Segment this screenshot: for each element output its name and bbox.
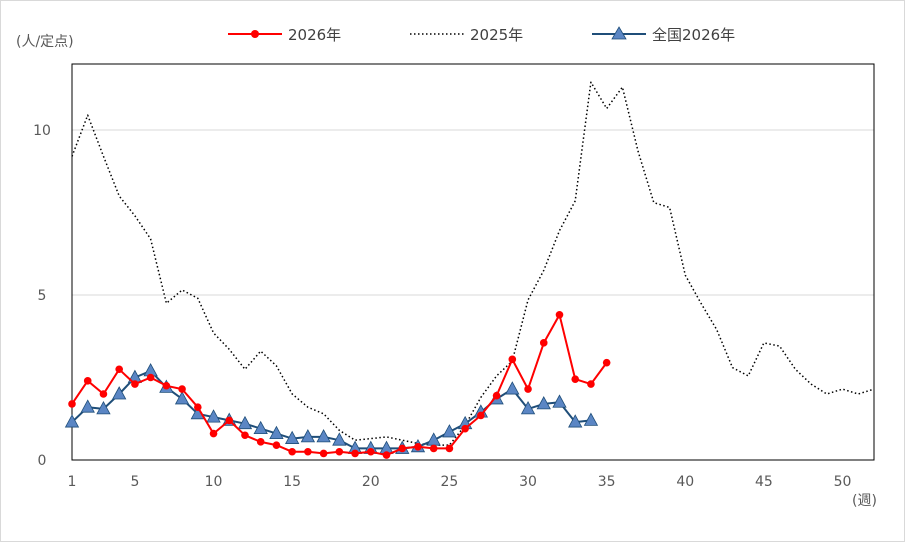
data-point	[583, 412, 599, 426]
data-point	[206, 409, 221, 423]
data-point	[445, 444, 454, 453]
data-point	[83, 377, 92, 385]
data-point	[284, 430, 300, 444]
data-point	[68, 400, 76, 408]
data-point	[241, 431, 249, 440]
x-tick-label: 40	[676, 474, 694, 490]
x-axis-unit-label: (週)	[852, 493, 877, 509]
data-point	[351, 449, 359, 458]
legend: 2026年 2025年 全国2026年	[228, 26, 735, 44]
series-layer	[64, 81, 875, 459]
data-point	[442, 424, 457, 438]
y-tick-label: 5	[38, 288, 47, 304]
x-tick-label: 30	[519, 474, 537, 490]
legend-marker-national	[611, 26, 627, 40]
data-point	[555, 311, 564, 319]
legend-label-2026: 2026年	[288, 26, 341, 44]
y-tick-labels: 0 5 10	[33, 123, 51, 469]
data-point	[178, 385, 186, 393]
data-point	[382, 451, 391, 459]
data-point	[99, 390, 108, 398]
data-point	[96, 401, 111, 415]
legend-item-2026: 2026年	[228, 26, 341, 44]
data-point	[194, 403, 202, 412]
x-tick-label: 5	[130, 474, 139, 490]
data-point	[414, 443, 422, 451]
data-point	[536, 396, 551, 410]
data-point	[477, 411, 485, 420]
data-point	[256, 438, 265, 446]
x-tick-labels: 1 5 10 15 20 25 30 35 40 45 50	[68, 474, 852, 490]
data-point	[568, 414, 583, 428]
data-point	[209, 429, 218, 438]
data-point	[316, 429, 331, 443]
data-point	[146, 373, 155, 382]
legend-item-national-2026: 全国2026年	[592, 26, 735, 44]
data-point	[505, 381, 520, 395]
data-point	[131, 380, 139, 388]
data-point	[552, 394, 567, 408]
data-point	[80, 399, 95, 413]
y-tick-label: 10	[33, 123, 51, 139]
x-tick-label: 1	[68, 474, 77, 490]
data-point	[237, 415, 253, 430]
x-tick-label: 20	[362, 474, 380, 490]
data-point	[319, 449, 328, 458]
x-tick-label: 45	[755, 474, 773, 490]
data-point	[269, 425, 284, 440]
series-1	[71, 81, 875, 446]
data-point	[524, 385, 532, 393]
data-point	[253, 420, 268, 435]
data-point	[174, 391, 190, 405]
series-line	[71, 81, 875, 446]
x-tick-label: 15	[283, 474, 301, 490]
data-point	[162, 381, 171, 390]
data-point	[115, 365, 123, 374]
y-axis-unit-label: (人/定点)	[16, 34, 74, 50]
data-point	[272, 441, 281, 449]
data-point	[225, 416, 234, 425]
data-point	[304, 447, 312, 456]
x-tick-label: 50	[834, 474, 852, 490]
data-point	[492, 391, 501, 400]
legend-item-2025: 2025年	[410, 26, 523, 44]
series-2	[64, 363, 599, 454]
x-tick-label: 10	[205, 474, 223, 490]
data-point	[335, 447, 344, 456]
y-tick-label: 0	[38, 453, 47, 469]
data-point	[112, 386, 127, 400]
data-point	[571, 375, 580, 383]
data-point	[508, 355, 517, 364]
data-point	[366, 447, 375, 456]
series-0	[68, 311, 611, 459]
data-point	[429, 444, 438, 453]
data-point	[64, 414, 80, 428]
data-point	[587, 380, 595, 388]
data-point	[426, 432, 441, 446]
x-tick-label: 25	[440, 474, 458, 490]
plot-area-border	[71, 63, 875, 461]
data-point	[398, 444, 407, 453]
legend-label-national-2026: 全国2026年	[652, 26, 735, 44]
data-point	[461, 424, 469, 433]
legend-marker-2026	[251, 30, 259, 38]
data-point	[520, 401, 536, 415]
x-tick-label: 35	[598, 474, 616, 490]
data-point	[539, 339, 548, 347]
series-line	[71, 369, 592, 450]
data-point	[300, 429, 316, 443]
data-point	[332, 432, 347, 446]
gridlines	[72, 129, 874, 296]
legend-label-2025: 2025年	[470, 26, 523, 44]
data-point	[602, 358, 611, 367]
data-point	[288, 447, 296, 456]
